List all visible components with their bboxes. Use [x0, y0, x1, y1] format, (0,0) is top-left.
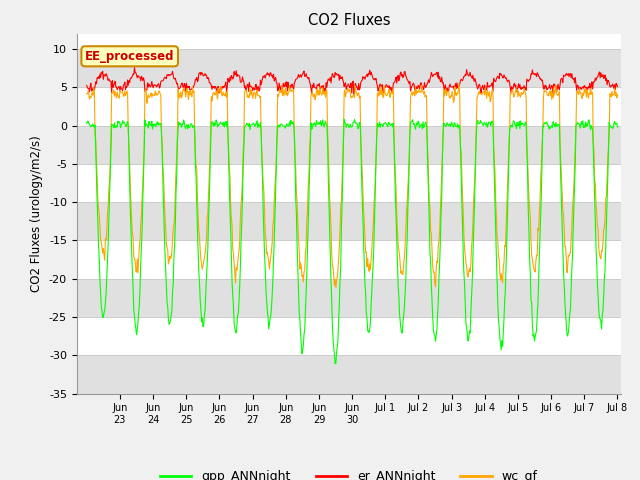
Legend: gpp_ANNnight, er_ANNnight, wc_gf: gpp_ANNnight, er_ANNnight, wc_gf — [155, 465, 543, 480]
Bar — [77, 125, 621, 164]
Bar — [77, 202, 621, 240]
Bar — [77, 49, 621, 87]
Y-axis label: CO2 Fluxes (urology/m2/s): CO2 Fluxes (urology/m2/s) — [30, 135, 44, 292]
Bar — [77, 279, 621, 317]
Text: EE_processed: EE_processed — [85, 50, 175, 63]
Bar — [77, 355, 621, 394]
Title: CO2 Fluxes: CO2 Fluxes — [308, 13, 390, 28]
